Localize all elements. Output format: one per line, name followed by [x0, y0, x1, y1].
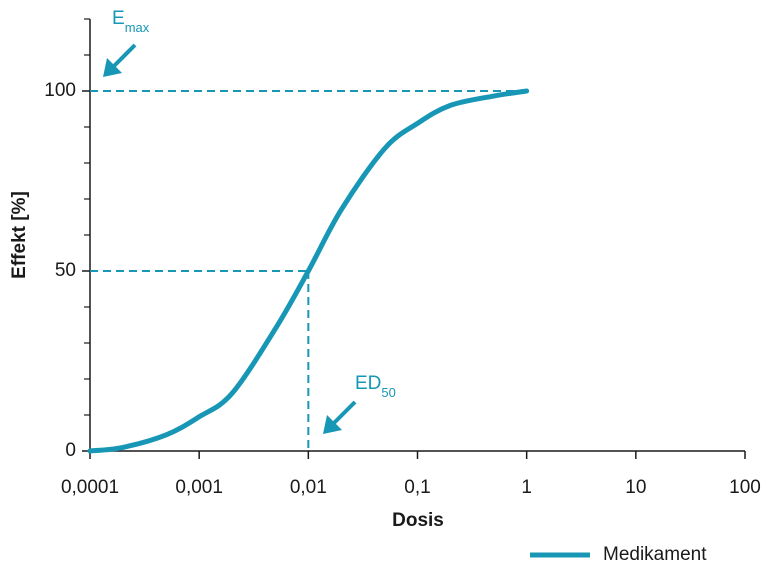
x-tick-label: 0,1 [404, 477, 430, 498]
y-tick-label: 0 [65, 440, 76, 461]
arrow-head [103, 58, 122, 77]
x-tick-label: 100 [729, 477, 761, 498]
annotation-sub: 50 [381, 385, 395, 400]
arrow [332, 400, 357, 425]
legend-label: Medikament [603, 544, 707, 565]
annotation-sub: max [125, 20, 150, 35]
annotation-text: ED [355, 373, 381, 394]
y-tick-label: 100 [44, 80, 76, 101]
arrow-head [323, 415, 342, 434]
x-tick-label: 0,01 [290, 477, 327, 498]
annotation-text: E [112, 8, 125, 29]
x-tick-label: 10 [625, 477, 646, 498]
annotation: ED50 [355, 373, 396, 400]
y-tick-label: 50 [55, 260, 76, 281]
annotation: Emax [112, 8, 150, 35]
curve [87, 88, 530, 454]
arrow [112, 43, 137, 68]
y-axis-label: Effekt [%] [9, 191, 30, 279]
x-axis-label: Dosis [392, 510, 444, 531]
x-tick-label: 1 [521, 477, 532, 498]
x-tick-label: 0,001 [175, 477, 223, 498]
x-tick-label: 0,0001 [61, 477, 119, 498]
